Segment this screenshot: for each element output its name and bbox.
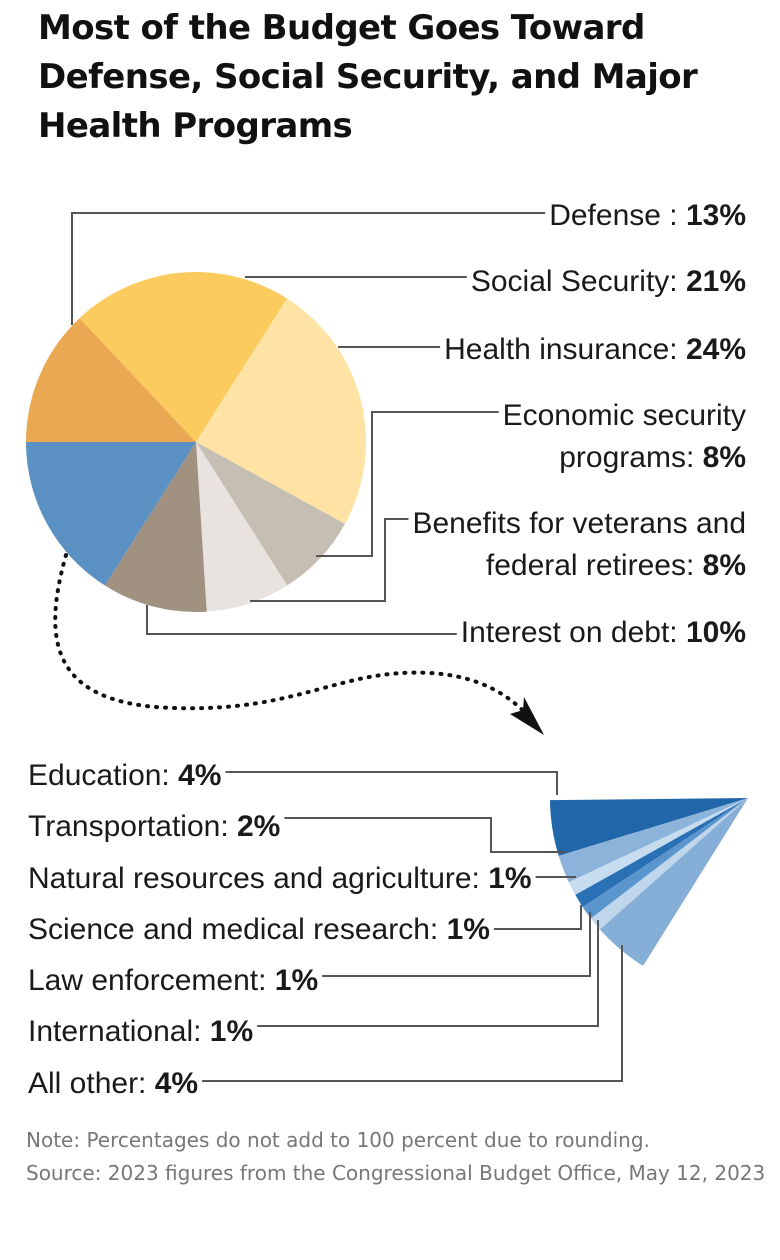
label-law-enforcement: Law enforcement: 1%: [28, 964, 318, 997]
label-defense: Defense : 13%: [549, 199, 746, 232]
pie-slice-economic-security: [196, 442, 345, 586]
other-leader-lines: [202, 771, 623, 1082]
other-spending-fan: [550, 798, 748, 966]
fan-slice-all-other: [599, 798, 748, 966]
leader-line-defense: [71, 212, 546, 325]
label-education: Education: 4%: [28, 759, 221, 792]
label-economic-security-line-1: Economic security: [503, 399, 746, 432]
label-social-security: Social Security: 21%: [471, 265, 746, 298]
label-interest: Interest on debt: 10%: [461, 616, 746, 649]
label-veterans-line-1: Benefits for veterans and: [412, 507, 746, 540]
leader-line-international: [257, 920, 599, 1027]
budget-pie-chart: Defense : 13% Social Security: 21% Health …: [26, 199, 748, 1100]
chart-title: Most of the Budget Goes Toward Defense, …: [38, 8, 698, 146]
pie-slice-veterans: [196, 442, 288, 612]
leader-line-education: [225, 771, 558, 795]
pie-slice-other-spending: [26, 442, 196, 586]
label-natural-resources-and-agriculture: Natural resources and agriculture: 1%: [28, 862, 532, 895]
fan-slice-international: [590, 798, 748, 930]
fan-slice-natural-resources-and-agriculture: [568, 798, 748, 895]
pie-slice-health-insurance: [196, 298, 367, 524]
main-leader-lines: [71, 212, 546, 635]
label-transportation: Transportation: 2%: [28, 810, 280, 843]
arrowhead-icon: [510, 697, 544, 735]
fan-slice-law-enforcement: [582, 798, 748, 919]
main-pie: [26, 272, 367, 613]
main-labels: Defense : 13% Social Security: 21% Health …: [412, 199, 746, 649]
dotted-connector-arrow: [53, 553, 534, 722]
chart-notes: Note: Percentages do not add to 100 perc…: [26, 1124, 766, 1190]
other-labels: Education: 4% Transportation: 2% Natural r…: [28, 759, 532, 1100]
pie-slice-social-security: [79, 272, 288, 442]
leader-line-law-enforcement: [322, 912, 591, 977]
leader-line-economic-security: [316, 411, 499, 557]
leader-line-transportation: [284, 817, 566, 853]
leader-line-all-other: [202, 945, 623, 1082]
fan-slice-science-and-medical-research: [575, 798, 748, 907]
label-veterans-line-2: federal retirees: 8%: [486, 549, 746, 582]
source-text: Source: 2023 figures from the Congressio…: [26, 1161, 766, 1185]
pie-slice-interest: [104, 442, 207, 613]
leader-line-science-and-medical-research: [493, 905, 582, 930]
label-all-other: All other: 4%: [28, 1067, 198, 1100]
leader-line-interest: [146, 605, 457, 635]
label-international: International: 1%: [28, 1015, 253, 1048]
label-health-insurance: Health insurance: 24%: [444, 333, 746, 366]
note-text: Note: Percentages do not add to 100 perc…: [26, 1128, 650, 1152]
leader-line-veterans: [250, 518, 409, 602]
label-science-and-medical-research: Science and medical research: 1%: [28, 913, 490, 946]
label-economic-security-line-2: programs: 8%: [559, 441, 746, 474]
fan-slice-education: [550, 798, 748, 856]
pie-slice-defense: [26, 318, 196, 442]
fan-slice-transportation: [558, 798, 748, 883]
